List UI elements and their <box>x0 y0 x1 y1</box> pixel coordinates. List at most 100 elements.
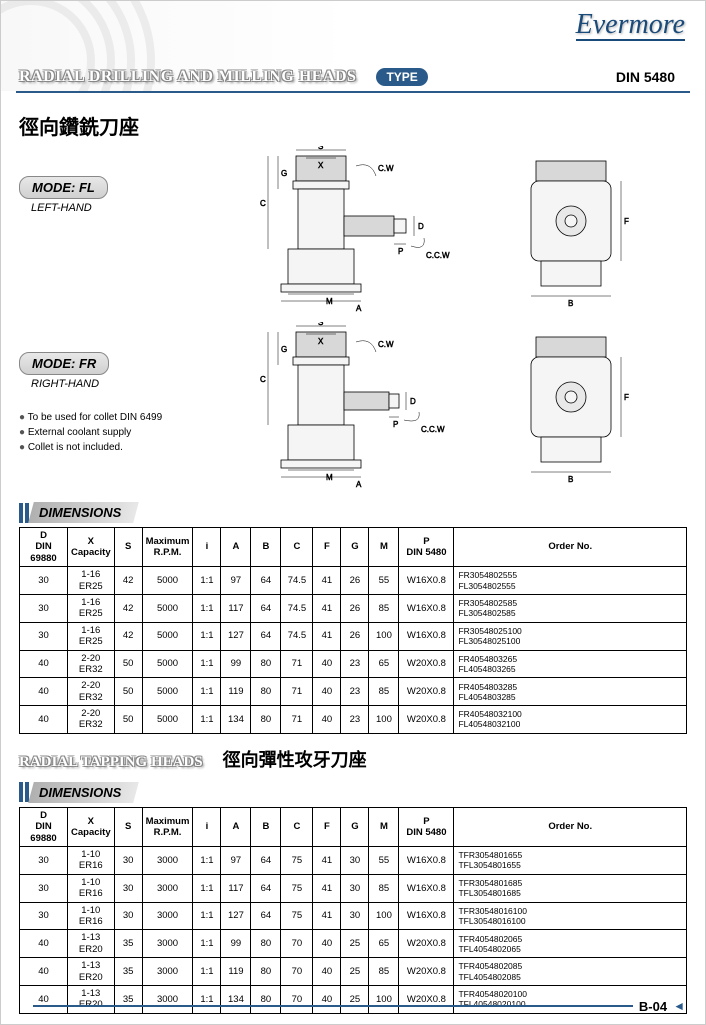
table-header: DDIN 69880 <box>20 528 68 567</box>
mode-fl-badge: MODE: FL <box>19 176 108 199</box>
table-header: A <box>221 528 251 567</box>
table-cell: 25 <box>341 958 369 986</box>
svg-text:S: S <box>318 322 323 327</box>
table-cell: 74.5 <box>281 594 313 622</box>
svg-text:C.C.W: C.C.W <box>421 425 445 434</box>
mode-fl-diagrams: S X C G A M D P C.W C.C.W <box>184 146 687 316</box>
table-cell: TFR4054802085TFL4054802085 <box>454 958 687 986</box>
table-cell: W16X0.8 <box>399 594 454 622</box>
table-cell: FR3054802555FL3054802555 <box>454 567 687 595</box>
table-cell: 75 <box>281 902 313 930</box>
table-cell: 64 <box>251 622 281 650</box>
table-cell: 5000 <box>142 594 193 622</box>
table-cell: W16X0.8 <box>399 567 454 595</box>
page-title: RADIAL DRILLING AND MILLING HEADS <box>1 68 356 86</box>
svg-text:C.C.W: C.C.W <box>426 251 450 260</box>
table-cell: 30 <box>341 902 369 930</box>
table-row: 301-16ER254250001:11176474.5412685W16X0.… <box>20 594 687 622</box>
table-cell: 42 <box>114 622 142 650</box>
table-row: 301-16ER254250001:1976474.5412655W16X0.8… <box>20 567 687 595</box>
table-cell: 1-10ER16 <box>68 902 115 930</box>
table-cell: 99 <box>221 930 251 958</box>
table-cell: 1:1 <box>193 622 221 650</box>
svg-text:F: F <box>624 393 629 402</box>
table-cell: 71 <box>281 706 313 734</box>
table-cell: 70 <box>281 958 313 986</box>
table-cell: 80 <box>251 958 281 986</box>
table-cell: FR40548032100FL40548032100 <box>454 706 687 734</box>
table-cell: W16X0.8 <box>399 902 454 930</box>
table-cell: 55 <box>369 567 399 595</box>
table-cell: 74.5 <box>281 567 313 595</box>
table-cell: 80 <box>251 650 281 678</box>
table-cell: 119 <box>221 958 251 986</box>
fl-front-view: F B <box>496 146 646 316</box>
section2-title-en: RADIAL TAPPING HEADS <box>19 754 203 771</box>
table-cell: 55 <box>369 847 399 875</box>
type-label: TYPE <box>376 68 427 86</box>
table-header: i <box>193 807 221 846</box>
table-cell: 74.5 <box>281 622 313 650</box>
table-cell: 42 <box>114 567 142 595</box>
table-cell: 65 <box>369 650 399 678</box>
table-cell: 3000 <box>142 902 193 930</box>
mode-fl-label-block: MODE: FL LEFT-HAND <box>19 146 174 214</box>
table-cell: 30 <box>20 622 68 650</box>
table-cell: 41 <box>313 902 341 930</box>
table-cell: 42 <box>114 594 142 622</box>
table-cell: 40 <box>20 706 68 734</box>
table-cell: 23 <box>341 706 369 734</box>
mode-fr-label-block: MODE: FR RIGHT-HAND To be used for colle… <box>19 322 174 455</box>
table-cell: 25 <box>341 930 369 958</box>
table-cell: 75 <box>281 847 313 875</box>
table-cell: 3000 <box>142 930 193 958</box>
table-cell: 2-20ER32 <box>68 650 115 678</box>
svg-text:X: X <box>318 161 324 170</box>
table-cell: 75 <box>281 874 313 902</box>
table-row: 402-20ER325050001:11198071402385W20X0.8F… <box>20 678 687 706</box>
page-header: Evermore RADIAL DRILLING AND MILLING HEA… <box>1 1 705 91</box>
table-cell: 41 <box>313 594 341 622</box>
mode-fr-section: MODE: FR RIGHT-HAND To be used for colle… <box>19 322 687 492</box>
svg-text:G: G <box>281 169 287 178</box>
table-cell: 30 <box>114 902 142 930</box>
svg-text:A: A <box>356 480 362 489</box>
note-item: External coolant supply <box>19 425 174 440</box>
dimensions-label: DIMENSIONS <box>28 782 139 803</box>
table-cell: 50 <box>114 678 142 706</box>
table-cell: 5000 <box>142 622 193 650</box>
table-cell: 40 <box>313 958 341 986</box>
table-cell: 1:1 <box>193 930 221 958</box>
svg-text:C: C <box>260 199 266 208</box>
table-cell: 5000 <box>142 706 193 734</box>
table-cell: 41 <box>313 847 341 875</box>
table-cell: 30 <box>20 594 68 622</box>
table-cell: 1:1 <box>193 650 221 678</box>
table-cell: 23 <box>341 650 369 678</box>
table-cell: 65 <box>369 930 399 958</box>
table-cell: 5000 <box>142 678 193 706</box>
table-cell: 30 <box>20 902 68 930</box>
table-header: G <box>341 528 369 567</box>
dim-bar-icon <box>19 503 23 523</box>
notes-list: To be used for collet DIN 6499 External … <box>19 410 174 455</box>
table-row: 301-16ER254250001:11276474.54126100W16X0… <box>20 622 687 650</box>
table-cell: 40 <box>313 706 341 734</box>
table-cell: 127 <box>221 902 251 930</box>
table-cell: 5000 <box>142 650 193 678</box>
table-cell: 1-16ER25 <box>68 622 115 650</box>
table-cell: 71 <box>281 678 313 706</box>
table-cell: 1:1 <box>193 594 221 622</box>
table-cell: TFR4054802065TFL4054802065 <box>454 930 687 958</box>
mode-fr-badge: MODE: FR <box>19 352 109 375</box>
subtitle-chinese: 徑向鑽銑刀座 <box>19 111 687 140</box>
dimensions-header-1: DIMENSIONS <box>19 502 687 523</box>
table-row: 401-13ER203530001:1998070402565W20X0.8TF… <box>20 930 687 958</box>
table-cell: 35 <box>114 930 142 958</box>
dimensions-table-2: DDIN 69880XCapacitySMaximumR.P.M.iABCFGM… <box>19 807 687 1014</box>
table-cell: 26 <box>341 594 369 622</box>
content-area: 徑向鑽銑刀座 MODE: FL LEFT-HAND <box>1 93 705 1024</box>
table-cell: 50 <box>114 650 142 678</box>
table-cell: 1-13ER20 <box>68 930 115 958</box>
table-cell: 41 <box>313 567 341 595</box>
